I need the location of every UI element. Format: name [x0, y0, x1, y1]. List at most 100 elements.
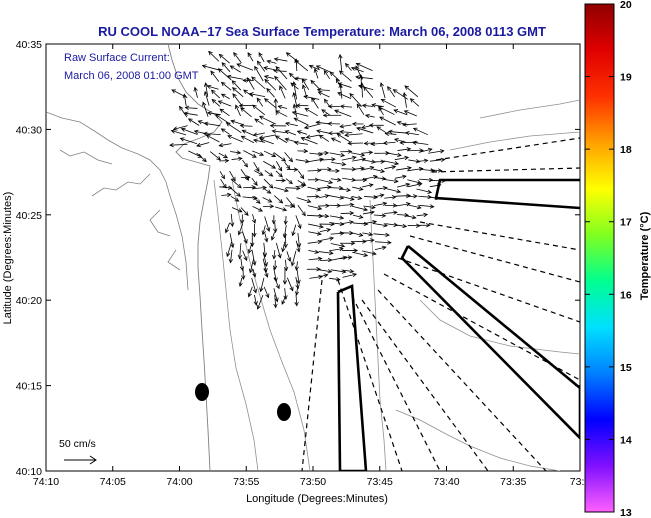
scale-arrow [64, 455, 97, 465]
current-arrow [411, 140, 429, 145]
current-arrow [334, 109, 352, 118]
current-arrow [247, 52, 254, 62]
current-arrow [319, 269, 333, 274]
current-arrow [327, 121, 341, 126]
current-arrow [323, 69, 331, 80]
current-arrow [356, 103, 365, 115]
current-arrow [310, 79, 321, 90]
colorbar-tick-label: 20 [620, 0, 632, 11]
current-arrow [339, 255, 353, 260]
current-arrow [256, 97, 264, 107]
current-arrow [373, 232, 390, 238]
current-arrow [248, 92, 266, 97]
current-arrow [271, 215, 276, 225]
current-arrow [292, 81, 298, 100]
current-arrow [284, 152, 294, 163]
current-arrow [339, 124, 352, 129]
current-arrow [233, 51, 242, 64]
current-arrow [252, 150, 265, 157]
current-arrow [419, 223, 431, 228]
current-arrow [308, 223, 324, 229]
current-arrow [283, 233, 288, 249]
current-arrow [352, 214, 364, 219]
current-arrow [266, 87, 275, 98]
current-arrow [318, 134, 330, 142]
buoy-marker-1 [195, 383, 209, 401]
current-arrow [263, 286, 270, 299]
current-arrow [220, 128, 231, 135]
current-arrow [239, 123, 253, 128]
y-tick-label: 40:10 [16, 466, 42, 478]
current-arrow [328, 195, 345, 200]
current-arrow [251, 249, 257, 266]
current-arrow [269, 123, 287, 128]
current-annotation-line1: Raw Surface Current: [64, 52, 170, 64]
x-axis-label: Longitude (Degrees:Minutes) [246, 493, 388, 505]
colorbar-ticks: 20 19 18 17 16 15 14 13 [585, 0, 632, 518]
current-arrow [338, 83, 343, 99]
current-arrow [206, 111, 221, 116]
current-arrow [232, 93, 243, 107]
current-arrow [264, 78, 277, 91]
current-arrow [361, 219, 378, 225]
current-arrow [352, 221, 369, 227]
current-arrow [250, 232, 255, 248]
current-arrow [382, 140, 396, 146]
current-arrow [364, 195, 379, 200]
current-arrow [251, 214, 257, 224]
current-arrow [304, 107, 318, 117]
current-arrow [407, 223, 421, 228]
current-arrow [393, 138, 406, 143]
current-arrow [275, 170, 283, 178]
current-arrow [231, 80, 242, 91]
current-arrow [394, 223, 408, 229]
current-arrow [240, 135, 255, 144]
current-arrow [273, 152, 287, 162]
current-arrow [419, 204, 435, 209]
current-arrow [247, 77, 255, 90]
current-arrow [263, 187, 272, 194]
current-arrow [264, 170, 274, 177]
current-arrow [341, 268, 355, 274]
current-arrow [184, 105, 198, 111]
current-arrow [347, 141, 364, 146]
y-tick-label: 40:25 [16, 210, 42, 222]
current-arrow [295, 103, 309, 108]
current-arrow [329, 152, 346, 158]
current-arrow [329, 277, 341, 282]
y-tick-label: 40:30 [16, 124, 42, 136]
current-arrow [418, 147, 433, 153]
coastline [167, 44, 223, 471]
current-arrow [229, 233, 235, 249]
current-arrow [263, 66, 275, 71]
current-arrow [276, 161, 283, 172]
map-frame [45, 43, 581, 472]
current-arrow [416, 158, 429, 163]
current-arrow [351, 205, 369, 212]
current-arrow [225, 122, 242, 134]
current-arrow [263, 98, 277, 109]
current-arrow [321, 109, 331, 116]
current-arrow [412, 127, 428, 136]
current-arrow [240, 207, 249, 216]
current-arrow [180, 127, 198, 135]
current-arrow [372, 168, 386, 174]
current-arrow [293, 140, 308, 146]
current-arrow [221, 192, 232, 198]
x-tick-label: 73:50 [300, 476, 326, 488]
current-arrow [318, 185, 332, 190]
colorbar-tick-label: 18 [620, 144, 632, 156]
current-arrow [308, 157, 325, 162]
current-arrow [331, 161, 347, 167]
current-arrow [262, 252, 268, 267]
current-arrow [363, 86, 374, 98]
channel-south [336, 284, 368, 471]
current-arrow [218, 142, 232, 148]
current-arrow [210, 70, 220, 82]
current-arrow [384, 131, 397, 136]
current-arrow [252, 104, 266, 116]
current-arrow [341, 202, 355, 207]
current-arrow [416, 188, 433, 194]
current-arrow [241, 231, 248, 244]
current-arrow [352, 251, 369, 258]
